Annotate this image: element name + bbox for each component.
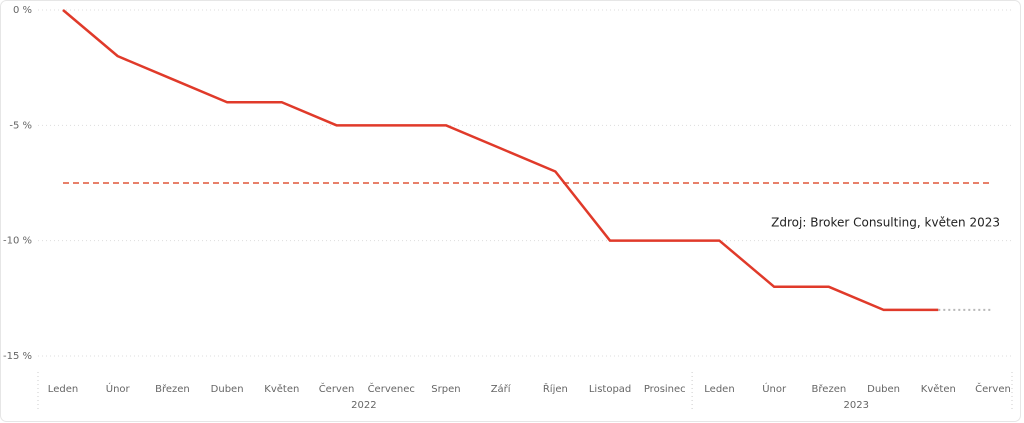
x-tick-label: Květen — [264, 383, 299, 395]
annotation: Zdroj: Broker Consulting, květen 2023 — [771, 216, 1000, 230]
x-tick-label: Duben — [211, 384, 244, 395]
x-tick-label: Červen — [975, 382, 1011, 395]
x-tick-label: Únor — [106, 382, 131, 395]
x-tick-label: Říjen — [543, 382, 568, 395]
x-tick-label: Únor — [762, 382, 787, 395]
y-tick-label: -10 % — [3, 236, 32, 247]
x-tick-label: Červen — [319, 382, 355, 395]
y-tick-label: 0 % — [13, 5, 32, 16]
line — [62, 9, 939, 312]
x-tick-label: Prosinec — [644, 384, 686, 395]
x-tick-label: Duben — [867, 384, 900, 395]
x-tick-label: Září — [491, 383, 512, 395]
group-label: 2022 — [351, 400, 376, 411]
x-tick-label: Srpen — [431, 384, 460, 395]
x-tick-label: Leden — [48, 384, 78, 395]
y-tick-label: -15 % — [3, 351, 32, 362]
x-tick-label: Květen — [921, 383, 956, 395]
y-tick-label: -5 % — [9, 120, 32, 131]
x-tick-label: Březen — [812, 383, 847, 395]
group-label: 2023 — [844, 400, 869, 411]
x-tick-label: Leden — [704, 384, 734, 395]
x-tick-label: Červenec — [368, 382, 415, 395]
x-tick-label: Listopad — [589, 384, 631, 395]
x-tick-label: Březen — [155, 383, 190, 395]
